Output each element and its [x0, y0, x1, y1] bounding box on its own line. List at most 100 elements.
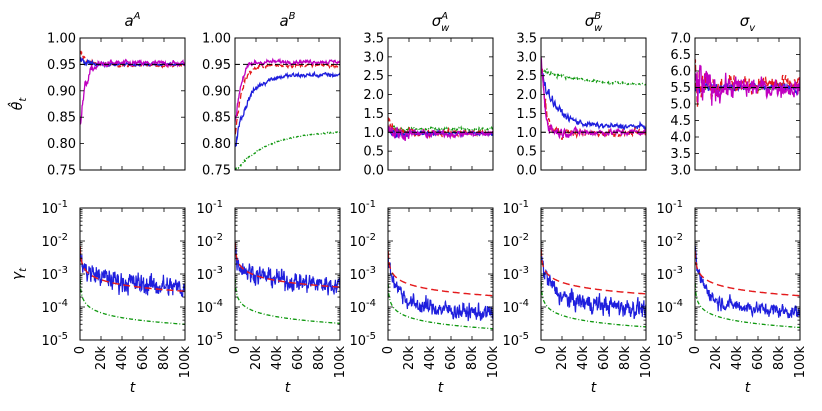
tick-exponent: -1 [58, 199, 68, 210]
y-tick-label: 1.0 [516, 126, 537, 141]
top-panel-2: 0.75 0.80 0.85 0.90 0.95 1.00 aB [202, 11, 341, 179]
y-tick-label: 10-2 [502, 232, 529, 250]
x-tick-label: 0 [688, 346, 703, 354]
y-tick-label: 3.0 [516, 50, 537, 65]
y-tick-label: 3.0 [670, 164, 691, 179]
y-tick-label: 10-5 [349, 331, 376, 349]
title-sup: A [133, 11, 141, 22]
tick-base: 10 [196, 235, 213, 250]
y-tick-label: 10-4 [196, 298, 223, 316]
y-tick-label: 0.90 [202, 84, 231, 99]
y-tick-label: 3.0 [363, 50, 384, 65]
axes-frame [234, 37, 341, 171]
tick-base: 10 [349, 202, 366, 217]
x-tick-label: 60k [444, 346, 459, 371]
x-tick-label: 60k [136, 346, 151, 371]
axes-frame [540, 37, 647, 171]
x-tick-label: 100k [333, 346, 348, 379]
y-tick-label: 0.85 [47, 111, 76, 126]
x-tick-label: 80k [772, 346, 787, 371]
top-row-y-label: θ̂t [7, 97, 29, 111]
x-tick-label: 0 [228, 346, 243, 354]
tick-exponent: -1 [519, 199, 529, 210]
y-tick-label: 0.5 [363, 145, 384, 160]
series-green-line [541, 282, 646, 328]
y-tick-label: 10-4 [349, 298, 376, 316]
tick-exponent: -3 [58, 265, 68, 276]
x-axis-label: t [745, 380, 751, 396]
y-tick-label: 10-2 [656, 232, 683, 250]
tick-base: 10 [41, 334, 58, 349]
y-tick-label: 1.00 [202, 32, 231, 47]
tick-exponent: -4 [213, 298, 223, 309]
y-tick-label: 0.0 [363, 164, 384, 179]
tick-base: 10 [349, 301, 366, 316]
tick-exponent: -2 [673, 232, 683, 243]
tick-exponent: -3 [213, 265, 223, 276]
y-tick-label: 0.90 [47, 84, 76, 99]
axes-frame [387, 37, 494, 171]
series-red-line [388, 251, 493, 297]
panel-title: σv [740, 12, 757, 34]
y-tick-label: 0.95 [202, 58, 231, 73]
y-tick-label: 5.0 [670, 98, 691, 113]
x-tick-label: 40k [423, 346, 438, 371]
x-axis-label: t [285, 380, 291, 396]
tick-exponent: -5 [58, 331, 68, 342]
x-tick-label: 100k [486, 346, 501, 379]
y-tick-label: 10-4 [41, 298, 68, 316]
tick-base: 10 [656, 334, 673, 349]
tick-exponent: -2 [213, 232, 223, 243]
series-green-line [235, 131, 340, 170]
title-base: a [279, 12, 288, 30]
x-tick-label: 20k [402, 346, 417, 371]
tick-base: 10 [349, 268, 366, 283]
y-tick-label: 10-1 [196, 199, 223, 217]
y-tick-label: 10-5 [502, 331, 529, 349]
panel-title: σB w [585, 11, 603, 34]
y-tick-label: 10-3 [196, 265, 223, 283]
tick-base: 10 [41, 202, 58, 217]
x-tick-label: 100k [639, 346, 654, 379]
title-sub: v [749, 23, 756, 34]
title-base: σ [740, 12, 750, 30]
y-tick-label: 3.5 [516, 32, 537, 47]
x-tick-label: 20k [709, 346, 724, 371]
y-tick-label: 0.85 [202, 111, 231, 126]
title-sub: w [441, 23, 450, 34]
y-tick-label: 1.5 [363, 107, 384, 122]
y-tick-label: 2.0 [363, 88, 384, 103]
axes-frame [694, 37, 801, 171]
y-tick-label: 0.0 [516, 164, 537, 179]
tick-base: 10 [502, 235, 519, 250]
tick-exponent: -4 [366, 298, 376, 309]
y-tick-label: 5.5 [670, 81, 691, 96]
y-tick-label: 10-2 [41, 232, 68, 250]
y-tick-label: 10-1 [349, 199, 376, 217]
row-label-base: θ̂ [7, 101, 26, 110]
x-tick-label: 100k [793, 346, 808, 379]
axes-frame [694, 207, 801, 341]
x-tick-label: 20k [249, 346, 264, 371]
series-green-line [235, 278, 340, 324]
tick-base: 10 [41, 268, 58, 283]
y-tick-label: 0.75 [47, 164, 76, 179]
y-tick-label: 10-2 [196, 232, 223, 250]
x-tick-label: 40k [270, 346, 285, 371]
x-tick-label: 80k [312, 346, 327, 371]
series-red-line [235, 61, 340, 135]
x-tick-label: 0 [73, 346, 88, 354]
top-panel-4: 0.0 0.5 1.0 1.5 2.0 2.5 3.0 3.5 σB w [516, 11, 647, 179]
x-tick-label: 60k [597, 346, 612, 371]
y-tick-label: 4.0 [670, 131, 691, 146]
panel-title: aB [279, 11, 295, 30]
y-tick-label: 10-4 [656, 298, 683, 316]
bottom-row-y-label: γt [10, 267, 29, 280]
series-red-line [80, 246, 185, 292]
row-label-subscript: t [18, 97, 29, 102]
y-tick-label: 10-3 [41, 265, 68, 283]
